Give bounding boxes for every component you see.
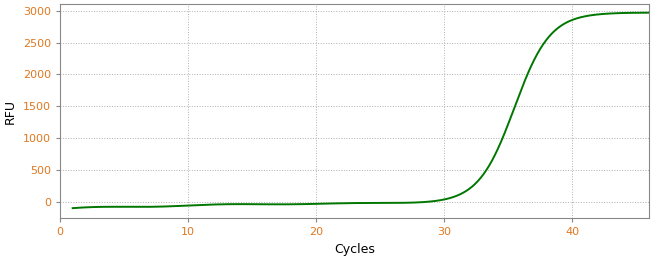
X-axis label: Cycles: Cycles <box>334 243 375 256</box>
Y-axis label: RFU: RFU <box>4 99 17 124</box>
